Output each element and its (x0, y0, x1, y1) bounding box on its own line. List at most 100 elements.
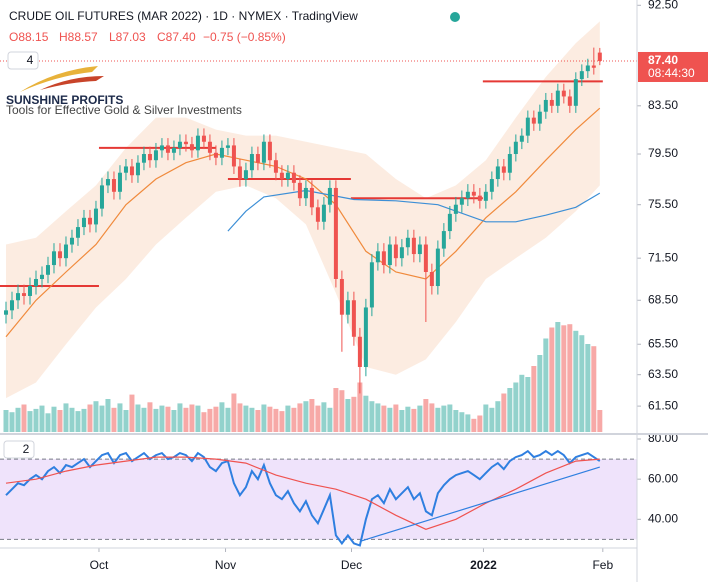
volume-bar (201, 412, 207, 432)
candle-body (183, 141, 188, 145)
ohlc-open: O88.15 (9, 30, 49, 44)
candle-body (585, 65, 590, 72)
candle-body (21, 293, 26, 296)
volume-bar (27, 411, 33, 432)
candle-body (243, 170, 248, 180)
volume-bar (309, 399, 315, 432)
candle-body (411, 237, 416, 255)
candle-body (45, 265, 50, 275)
candle-body (549, 99, 554, 106)
candle-body (573, 79, 578, 106)
x-tick-label: Nov (215, 558, 236, 572)
volume-bar (507, 388, 513, 432)
candle-body (321, 204, 326, 222)
volume-bar (555, 322, 561, 432)
y-tick-label: 68.50 (648, 292, 678, 306)
volume-bar (141, 407, 147, 432)
candle-body (345, 300, 350, 315)
volume-bar (321, 402, 327, 432)
candle-body (123, 166, 128, 173)
candle-body (99, 185, 104, 209)
volume-bar (153, 408, 159, 432)
indicator-badge[interactable] (7, 51, 39, 70)
candle-body (363, 307, 368, 367)
x-tick-label: Dec (341, 558, 362, 572)
volume-bar (273, 408, 279, 432)
candle-body (3, 310, 8, 315)
moving-average (227, 189, 601, 232)
candle-body (249, 154, 254, 171)
volume-bar (15, 407, 21, 432)
candle-body (255, 154, 260, 163)
volume-bar (597, 410, 603, 432)
y-tick-label: 79.50 (648, 146, 678, 160)
volume-bar (549, 327, 555, 432)
candle-body (291, 172, 296, 183)
candle-body (525, 117, 530, 136)
indicator-count[interactable]: 2 (23, 442, 30, 456)
candle-body (453, 204, 458, 214)
ohlc-high: H88.57 (59, 30, 98, 44)
candle-body (447, 213, 452, 232)
countdown-label: 08:44:30 (648, 66, 695, 80)
y-tick-label: 65.50 (648, 336, 678, 350)
volume-bar (333, 388, 339, 432)
y-tick-label: 71.50 (648, 250, 678, 264)
candle-body (135, 162, 140, 176)
volume-bar (159, 405, 165, 432)
candle-body (63, 244, 68, 259)
volume-bar (393, 404, 399, 432)
volume-bar (513, 382, 519, 432)
candle-body (465, 191, 470, 199)
volume-bar (51, 406, 57, 432)
volume-bar (297, 403, 303, 432)
indicator-count[interactable]: 4 (27, 53, 34, 67)
candle-body (495, 166, 500, 180)
rsi-band (0, 459, 637, 540)
volume-bar (525, 377, 531, 432)
x-tick-label: Feb (592, 558, 613, 572)
volume-bar (405, 406, 411, 432)
volume-bar (75, 411, 81, 432)
candle-body (81, 217, 86, 228)
volume-bar (399, 410, 405, 432)
y-tick-label: 63.50 (648, 367, 678, 381)
candle-body (375, 251, 380, 263)
candle-body (459, 198, 464, 205)
candle-body (153, 150, 158, 161)
logo-name: SUNSHINE PROFITS (6, 93, 123, 107)
volume-bar (315, 405, 321, 432)
x-tick-label: Oct (90, 558, 109, 572)
candle-body (225, 145, 230, 148)
volume-bar (93, 401, 99, 432)
volume-bar (465, 414, 471, 432)
candle-body (423, 244, 428, 272)
last-price-label: 87.40 (648, 53, 678, 67)
volume-bar (477, 415, 483, 432)
candle-body (303, 187, 308, 199)
volume-bar (57, 410, 63, 432)
volume-bar (531, 366, 537, 432)
candle-body (9, 300, 14, 311)
logo-swoosh (40, 76, 104, 90)
candle-body (405, 237, 410, 248)
candle-body (39, 274, 44, 279)
y-tick-label: 75.50 (648, 197, 678, 211)
ohlc-low: L87.03 (109, 30, 146, 44)
candle-body (279, 172, 284, 180)
candle-body (195, 135, 200, 151)
volume-bar (261, 404, 267, 432)
candle-body (567, 96, 572, 106)
chart-title: CRUDE OIL FUTURES (MAR 2022) · 1D · NYME… (9, 9, 358, 23)
candle-body (207, 141, 212, 153)
volume-bar (543, 338, 549, 432)
volume-bar (459, 412, 465, 432)
candle-body (393, 244, 398, 259)
volume-bar (351, 396, 357, 432)
volume-bar (9, 412, 15, 432)
rsi-line (359, 466, 600, 542)
candle-body (75, 227, 80, 238)
indicator-badge[interactable] (3, 440, 35, 459)
y-tick-label: 61.50 (648, 398, 678, 412)
